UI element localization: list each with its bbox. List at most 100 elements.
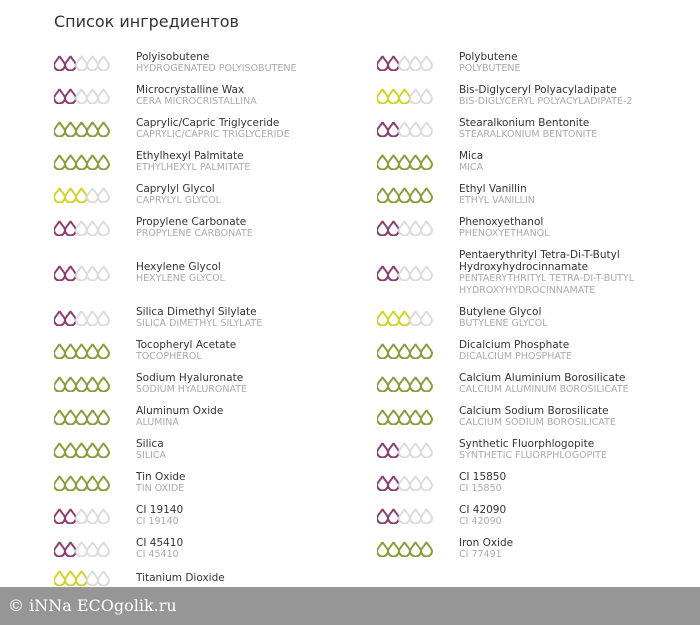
drop (419, 220, 434, 236)
ingredient-text: Ethyl Vanillin ETHYL VANILLIN (459, 183, 689, 207)
drop (377, 442, 390, 458)
ingredient-inci: CI 45410 (136, 549, 179, 560)
ingredient: Calcium Sodium Borosilicate CALCIUM SODIU… (377, 405, 700, 438)
drop (85, 442, 100, 458)
rating-drops (54, 220, 111, 236)
drop (85, 220, 100, 236)
drop (63, 154, 78, 170)
ingredient-text: Bis-Diglyceryl Polyacyladipate BIS-DIGLYC… (459, 84, 689, 108)
ingredient-inci: PENTAERYTHRITYL TETRA-DI-T-BUTYL HYDROXY… (459, 273, 635, 296)
drop (96, 88, 111, 104)
drop (419, 187, 434, 203)
drop (85, 88, 100, 104)
drop (408, 121, 423, 137)
ingredient-text: CI 42090 CI 42090 (459, 504, 689, 528)
drop (386, 88, 401, 104)
ingredient-text: Tin Oxide TIN OXIDE (136, 471, 366, 495)
drop (63, 55, 78, 71)
drop (377, 55, 390, 71)
drop (386, 55, 401, 71)
rating-drops (377, 187, 434, 203)
ingredient-row: Tin Oxide TIN OXIDE CI 15850 CI 15850 (54, 471, 700, 504)
drop (63, 343, 78, 359)
drop (419, 121, 434, 137)
ingredient-row: Hexylene Glycol HEXYLENE GLYCOL Pentaeryth… (54, 249, 700, 306)
ingredient-text: Pentaerythrityl Tetra-Di-T-Butyl Hydroxy… (459, 249, 689, 297)
rating-drops (54, 154, 111, 170)
drop (63, 409, 78, 425)
ingredient: Iron Oxide CI 77491 (377, 537, 700, 570)
drop (74, 154, 89, 170)
ingredient-name: Silica Dimethyl Silylate (136, 306, 257, 318)
rating-drops (377, 154, 434, 170)
ingredient-name: CI 42090 (459, 504, 507, 516)
ingredient-row: Sodium Hyaluronate SODIUM HYALURONATE Calc… (54, 372, 700, 405)
drop (85, 376, 100, 392)
drop (85, 409, 100, 425)
ingredient-name: Synthetic Fluorphlogopite (459, 438, 595, 450)
ingredient: Sodium Hyaluronate SODIUM HYALURONATE (54, 372, 377, 405)
ingredient-name: Calcium Sodium Borosilicate (459, 405, 609, 417)
ingredient-inci: MICA (459, 162, 484, 173)
drop (419, 310, 434, 326)
drop (386, 508, 401, 524)
ingredient-row: Titanium Dioxide (54, 570, 700, 595)
rating-drops (377, 409, 434, 425)
rating-drops (54, 508, 111, 524)
ingredient-name: Bis-Diglyceryl Polyacyladipate (459, 84, 617, 96)
ingredient-name: Microcrystalline Wax (136, 84, 245, 96)
drop (96, 376, 111, 392)
drop (397, 541, 412, 557)
ingredient-row: CI 19140 CI 19140 CI 42090 CI 42090 (54, 504, 700, 537)
ingredient: Bis-Diglyceryl Polyacyladipate BIS-DIGLYC… (377, 84, 700, 117)
drop (96, 409, 111, 425)
ingredient-inci: SODIUM HYALURONATE (136, 384, 248, 395)
drop (419, 541, 434, 557)
ingredient: Ethyl Vanillin ETHYL VANILLIN (377, 183, 700, 216)
drop (74, 187, 89, 203)
ingredient: Aluminum Oxide ALUMINA (54, 405, 377, 438)
ingredient: Synthetic Fluorphlogopite SYNTHETIC FLUOR… (377, 438, 700, 471)
ingredient-inci: CALCIUM ALUMINUM BOROSILICATE (459, 384, 629, 395)
drop (96, 508, 111, 524)
ingredient-text: Ethylhexyl Palmitate ETHYLHEXYL PALMITATE (136, 150, 366, 174)
drop (74, 442, 89, 458)
ingredient-name: Sodium Hyaluronate (136, 372, 244, 384)
ingredient-row: Ethylhexyl Palmitate ETHYLHEXYL PALMITATE… (54, 150, 700, 183)
drop (397, 121, 412, 137)
ingredient-row: Polyisobutene HYDROGENATED POLYISOBUTENE P… (54, 51, 700, 84)
drop (377, 265, 390, 281)
drop (54, 187, 67, 203)
ingredient-inci: BIS-DIGLYCERYL POLYACYLADIPATE-2 (459, 96, 633, 107)
drop (397, 154, 412, 170)
drop (74, 55, 89, 71)
ingredient-name: Polybutene (459, 51, 518, 63)
ingredient-inci: POLYBUTENE (459, 63, 521, 74)
ingredient-name: Butylene Glycol (459, 306, 542, 318)
ingredient-name: CI 45410 (136, 537, 184, 549)
ingredient-inci: ETHYLHEXYL PALMITATE (136, 162, 251, 173)
drop (74, 121, 89, 137)
ingredient-inci: CAPRYLYL GLYCOL (136, 195, 221, 206)
ingredient: Caprylyl Glycol CAPRYLYL GLYCOL (54, 183, 377, 216)
rating-drops (377, 442, 434, 458)
drop (54, 409, 67, 425)
drop (408, 376, 423, 392)
ingredient: Mica MICA (377, 150, 700, 183)
drop (408, 409, 423, 425)
drop (397, 343, 412, 359)
drop (74, 570, 89, 586)
ingredient-text: Aluminum Oxide ALUMINA (136, 405, 366, 429)
drop (408, 154, 423, 170)
drop (54, 88, 67, 104)
ingredient-row: Caprylyl Glycol CAPRYLYL GLYCOL Ethyl Vani… (54, 183, 700, 216)
drop (54, 376, 67, 392)
drop (408, 187, 423, 203)
drop (419, 154, 434, 170)
ingredient-name: CI 19140 (136, 504, 184, 516)
rating-drops (377, 541, 434, 557)
drop (397, 442, 412, 458)
drop (85, 121, 100, 137)
ingredient-name: Tin Oxide (136, 471, 186, 483)
ingredient-text: Silica SILICA (136, 438, 366, 462)
